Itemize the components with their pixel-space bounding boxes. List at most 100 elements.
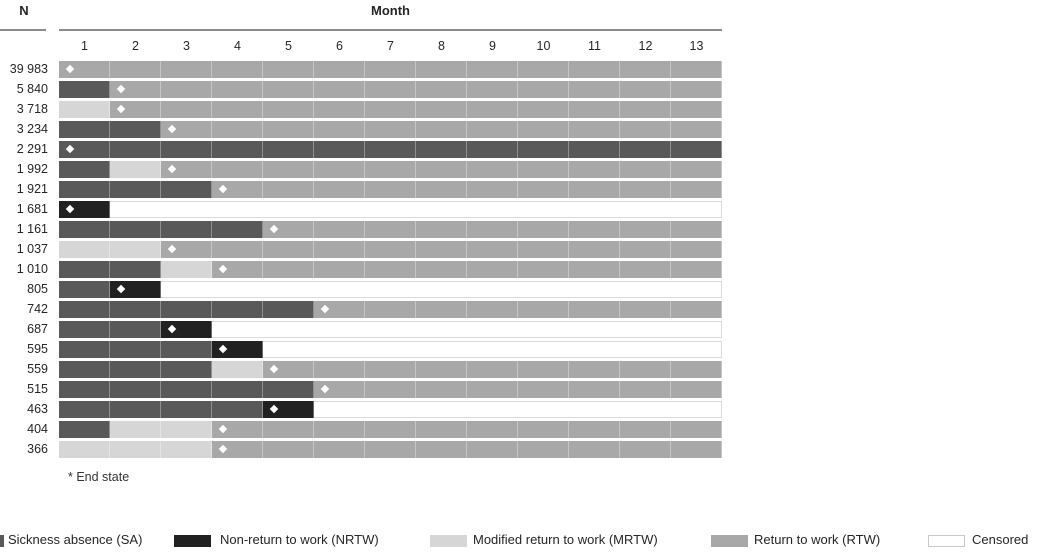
trajectory-bar [59, 241, 722, 258]
trajectory-bar [59, 81, 722, 98]
bar-segment-sa [59, 401, 263, 418]
row-n-label: 3 718 [16, 102, 48, 116]
bar-segment-sa [59, 261, 161, 278]
row-n-label: 687 [27, 322, 48, 336]
row-n-label: 595 [27, 342, 48, 356]
row-n-label: 463 [27, 402, 48, 416]
bar-segment-mrtw [161, 261, 212, 278]
bar-segment-sa [59, 181, 212, 198]
sequence-row: 404 [0, 421, 1063, 438]
legend-swatch-rtw [711, 535, 748, 547]
row-n-label: 515 [27, 382, 48, 396]
month-tick-label: 10 [536, 39, 551, 53]
legend-swatch-nrtw [174, 535, 211, 547]
month-tick-label: 6 [336, 39, 343, 53]
bar-segment-nrtw [263, 401, 314, 418]
bar-segment-sa [59, 121, 161, 138]
row-n-label: 742 [27, 302, 48, 316]
row-n-label: 1 921 [16, 182, 48, 196]
sequence-row: 687 [0, 321, 1063, 338]
bar-segment-rtw [59, 61, 722, 78]
trajectory-bar [59, 401, 722, 418]
trajectory-bar [59, 321, 722, 338]
sequence-row: 39 983 [0, 61, 1063, 78]
month-tick-label: 3 [183, 39, 190, 53]
legend-label-nrtw: Non-return to work (NRTW) [220, 532, 379, 547]
bar-segment-rtw [212, 421, 722, 438]
sequence-row: 366 [0, 441, 1063, 458]
bar-segment-rtw [161, 161, 722, 178]
bar-segment-cen [314, 401, 722, 418]
bar-segment-rtw [314, 301, 722, 318]
sequence-row: 3 718 [0, 101, 1063, 118]
bar-segment-nrtw [110, 281, 161, 298]
trajectory-bar [59, 161, 722, 178]
month-tick-label: 8 [438, 39, 445, 53]
trajectory-bar [59, 281, 722, 298]
row-n-label: 1 681 [16, 202, 48, 216]
sequence-row: 595 [0, 341, 1063, 358]
legend-swatch-sa [0, 535, 4, 547]
legend-label-sa: Sickness absence (SA) [8, 532, 143, 547]
trajectory-bar [59, 141, 722, 158]
month-tick-label: 4 [234, 39, 241, 53]
sequence-row: 5 840 [0, 81, 1063, 98]
row-n-label: 5 840 [16, 82, 48, 96]
legend-label-rtw: Return to work (RTW) [754, 532, 881, 547]
row-n-label: 2 291 [16, 142, 48, 156]
bar-segment-rtw [314, 381, 722, 398]
sequence-row: 3 234 [0, 121, 1063, 138]
month-tick-label: 1 [81, 39, 88, 53]
bar-segment-cen [161, 281, 722, 298]
end-state-footnote: * End state [68, 470, 130, 484]
trajectory-bar [59, 301, 722, 318]
bar-segment-mrtw [110, 161, 161, 178]
bar-segment-rtw [161, 241, 722, 258]
trajectory-bar [59, 261, 722, 278]
trajectory-bar [59, 181, 722, 198]
month-tick-label: 12 [638, 39, 653, 53]
trajectory-bar [59, 441, 722, 458]
trajectory-bar [59, 421, 722, 438]
bar-segment-cen [110, 201, 722, 218]
legend-swatch-mrtw [430, 535, 467, 547]
bar-segment-cen [212, 321, 722, 338]
sequence-row: 1 681 [0, 201, 1063, 218]
month-tick-label: 5 [285, 39, 292, 53]
bar-segment-sa [59, 221, 263, 238]
row-n-label: 1 010 [16, 262, 48, 276]
legend-label-cen: Censored [972, 532, 1029, 547]
bar-segment-mrtw [110, 421, 212, 438]
month-tick-label: 7 [387, 39, 394, 53]
row-n-label: 1 161 [16, 222, 48, 236]
bar-segment-mrtw [59, 101, 110, 118]
bar-segment-sa [59, 381, 314, 398]
legend: Sickness absence (SA) Non-return to work … [0, 528, 1063, 553]
trajectory-bar [59, 221, 722, 238]
bar-segment-sa [59, 141, 722, 158]
trajectory-bar [59, 101, 722, 118]
trajectory-bar [59, 61, 722, 78]
bar-segment-nrtw [161, 321, 212, 338]
bar-segment-rtw [212, 181, 722, 198]
bar-segment-sa [59, 81, 110, 98]
bar-segment-sa [59, 281, 110, 298]
bar-segment-rtw [110, 81, 722, 98]
bar-segment-mrtw [59, 441, 212, 458]
bar-segment-mrtw [59, 241, 161, 258]
bar-segment-sa [59, 321, 161, 338]
row-n-label: 39 983 [9, 62, 48, 76]
bar-segment-rtw [212, 441, 722, 458]
legend-swatch-cen [928, 535, 965, 547]
sequence-row: 742 [0, 301, 1063, 318]
trajectory-bar [59, 381, 722, 398]
sequence-row: 463 [0, 401, 1063, 418]
sequence-row: 1 010 [0, 261, 1063, 278]
bar-segment-rtw [161, 121, 722, 138]
bar-segment-rtw [263, 361, 722, 378]
n-header-underline [0, 29, 46, 31]
sequence-row: 1 921 [0, 181, 1063, 198]
bar-segment-sa [59, 161, 110, 178]
sequence-row: 515 [0, 381, 1063, 398]
row-n-label: 1 992 [16, 162, 48, 176]
